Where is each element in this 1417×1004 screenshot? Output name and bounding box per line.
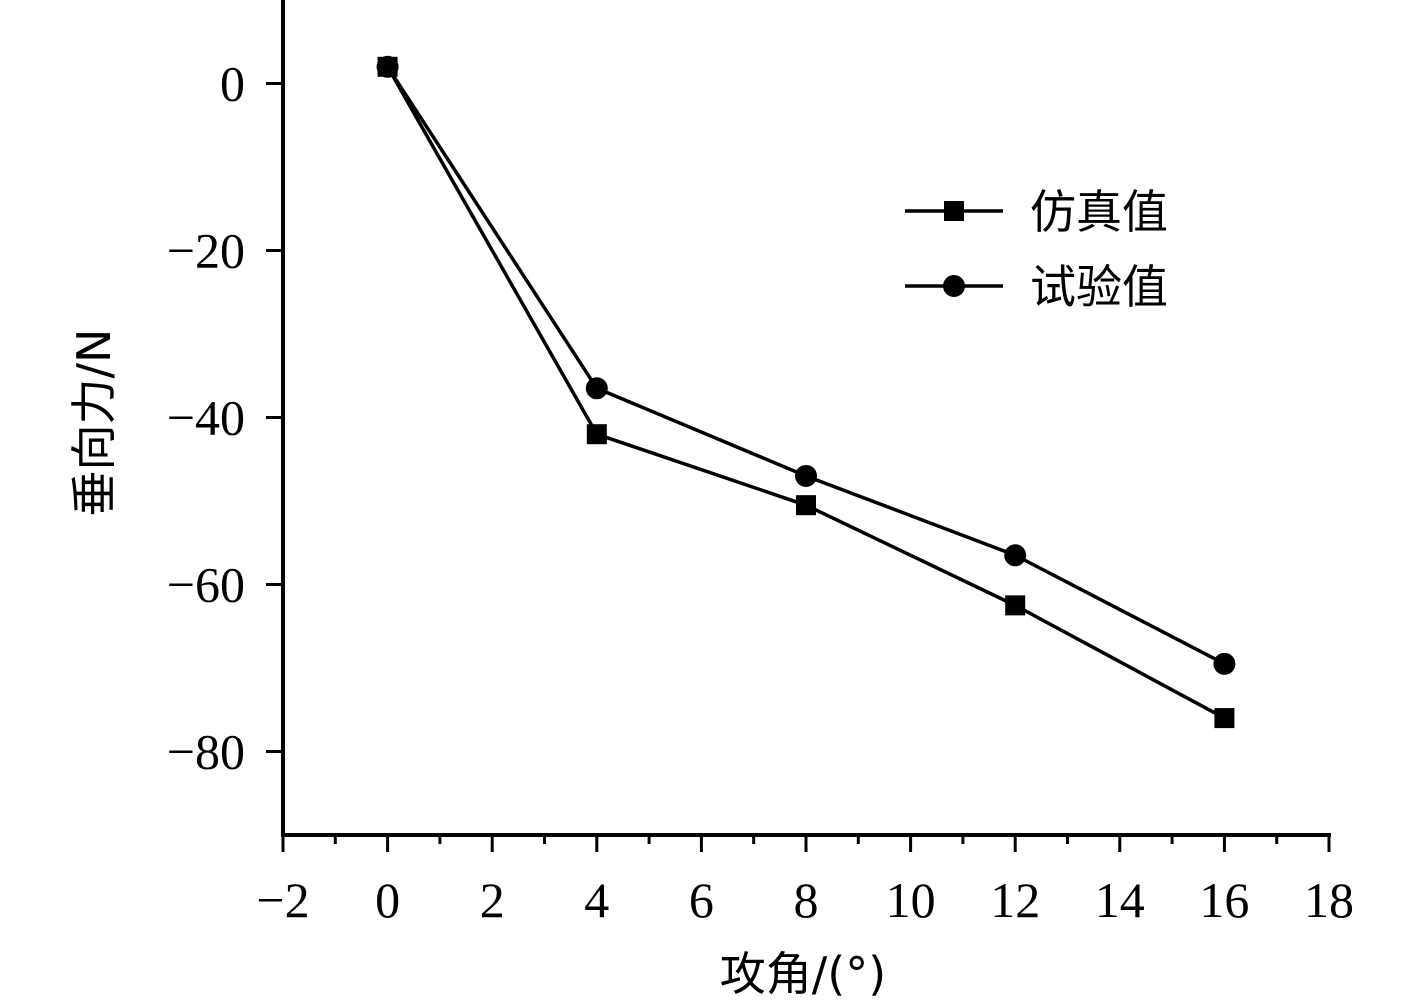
- x-tick-label: 4: [584, 872, 609, 928]
- y-tick-label: −80: [167, 724, 245, 780]
- circle-marker: [1213, 652, 1236, 675]
- series-line: [386, 65, 1226, 666]
- legend-circle-marker: [943, 275, 965, 297]
- x-tick-label: 14: [1095, 872, 1145, 928]
- y-axis-title: 垂向力/N: [67, 329, 121, 517]
- x-tick-label: 10: [886, 872, 936, 928]
- legend-item: 仿真值: [905, 185, 1168, 239]
- y-tick-label: −60: [167, 557, 245, 613]
- legend-item: 试验值: [905, 260, 1168, 314]
- x-tick-label: −2: [256, 872, 309, 928]
- legend-label: 试验值: [1030, 260, 1168, 314]
- x-tick-label: 16: [1199, 872, 1249, 928]
- legend-square-marker: [944, 201, 964, 221]
- x-tick-label: 8: [794, 872, 819, 928]
- series-layer: [376, 55, 1236, 729]
- series-line: [386, 65, 1226, 720]
- legend-label: 仿真值: [1030, 185, 1168, 239]
- axes: −2 0 2 4 6 8 10 12 14 16 180−20−40−60−80: [167, 0, 1354, 928]
- x-tick-label: 12: [990, 872, 1040, 928]
- circle-marker: [376, 55, 399, 78]
- y-tick-label: 0: [220, 56, 245, 112]
- x-axis-title: 攻角/(°): [720, 947, 886, 1001]
- y-tick-label: −20: [167, 223, 245, 279]
- x-tick-label: 0: [375, 872, 400, 928]
- x-tick-label: 2: [480, 872, 505, 928]
- x-tick-label: 6: [689, 872, 714, 928]
- series-simulation: [377, 56, 1235, 729]
- square-marker: [796, 495, 816, 516]
- series-experiment: [376, 55, 1236, 675]
- circle-marker: [585, 377, 608, 400]
- square-marker: [1005, 595, 1026, 616]
- circle-marker: [795, 464, 817, 487]
- x-tick-label: 18: [1304, 872, 1354, 928]
- square-marker: [1214, 708, 1235, 729]
- y-tick-label: −40: [167, 390, 245, 446]
- square-marker: [586, 424, 607, 445]
- circle-marker: [1004, 544, 1027, 567]
